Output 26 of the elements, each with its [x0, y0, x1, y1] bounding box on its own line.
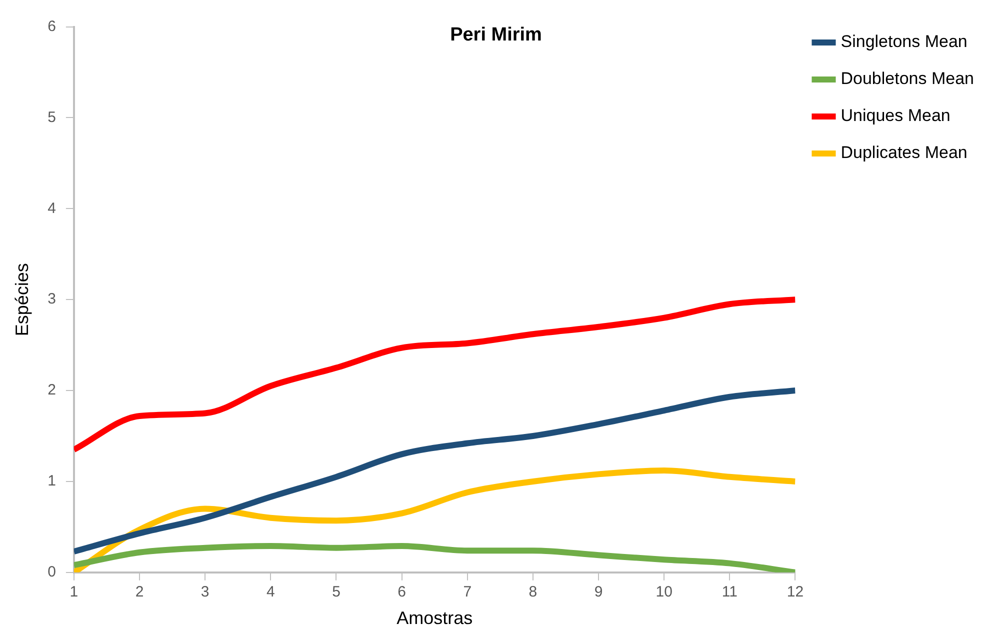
legend-label: Singletons Mean — [840, 32, 968, 52]
x-tick-label: 2 — [135, 584, 144, 601]
y-tick-label: 1 — [48, 472, 56, 490]
x-tick-label: 5 — [332, 584, 340, 601]
x-tick-label: 1 — [70, 584, 78, 601]
y-tick-label: 2 — [48, 382, 56, 399]
y-tick-label: 3 — [48, 290, 56, 308]
x-tick-label: 7 — [463, 584, 472, 601]
x-tick-label: 12 — [786, 584, 804, 601]
y-tick-label: 6 — [48, 18, 56, 35]
x-tick-label: 8 — [528, 584, 538, 601]
chart-title: Peri Mirim — [450, 24, 542, 46]
legend-label: Doubletons Mean — [840, 69, 974, 88]
x-tick-label: 10 — [656, 584, 672, 601]
y-tick-label: 0 — [48, 564, 56, 581]
y-tick-label: 5 — [48, 108, 56, 126]
legend-label: Uniques Mean — [840, 106, 950, 126]
x-tick-label: 3 — [200, 584, 210, 601]
x-tick-label: 6 — [398, 584, 406, 601]
x-tick-label: 9 — [594, 584, 603, 601]
y-axis-title: Espécies — [12, 263, 32, 336]
y-tick-label: 4 — [48, 200, 56, 217]
x-tick-label: 11 — [722, 584, 738, 601]
x-axis-title: Amostras — [396, 608, 473, 628]
legend-label: Duplicates Mean — [840, 143, 968, 162]
x-tick-label: 4 — [266, 584, 275, 601]
